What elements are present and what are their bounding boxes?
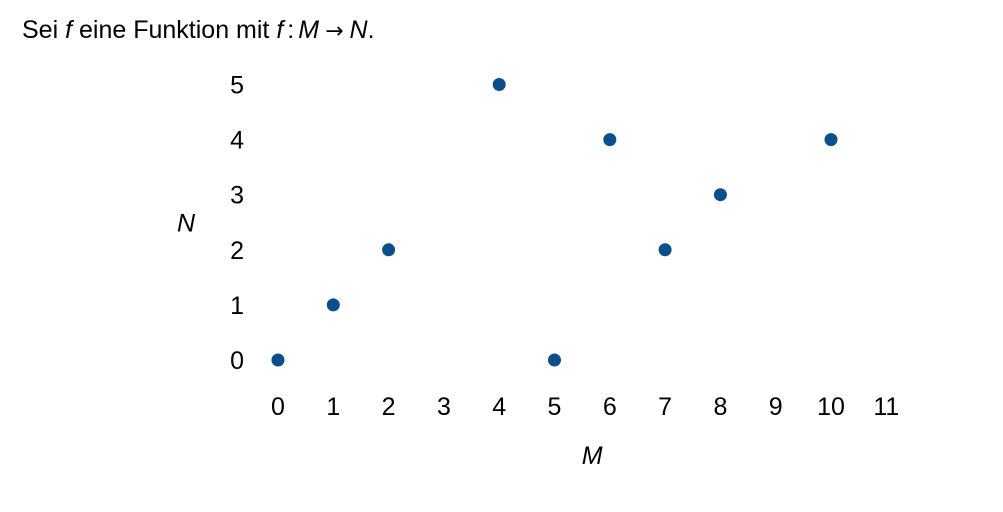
- x-tick-label: 6: [603, 393, 617, 421]
- x-tick-label: 5: [548, 393, 562, 421]
- y-tick-label: 1: [230, 292, 244, 320]
- x-tick-label: 9: [769, 393, 783, 421]
- y-tick-label: 2: [230, 237, 244, 265]
- data-point: [382, 243, 396, 257]
- intro-prefix: Sei: [22, 16, 59, 44]
- arrow-symbol: →: [325, 19, 344, 44]
- y-tick-label: 0: [230, 347, 244, 375]
- x-tick-label: 0: [271, 393, 285, 421]
- data-point: [326, 298, 340, 312]
- x-tick-label: 11: [873, 393, 899, 421]
- intro-middle: eine Funktion mit: [79, 16, 270, 44]
- function-symbol: f: [65, 16, 73, 44]
- data-point: [658, 243, 672, 257]
- function-symbol-2: f: [276, 16, 284, 44]
- y-tick-label: 3: [230, 182, 244, 210]
- x-tick-label: 3: [437, 393, 451, 421]
- colon-symbol: :: [287, 16, 295, 44]
- x-tick-label: 8: [713, 393, 727, 421]
- x-tick-label: 2: [382, 393, 396, 421]
- data-point: [492, 78, 506, 91]
- y-axis-label: N: [177, 209, 196, 237]
- x-tick-labels: 0 1 2 3 4 5 6 7 8 9 10 11: [271, 393, 899, 421]
- x-tick-label: 7: [658, 393, 672, 421]
- x-tick-label: 4: [492, 393, 506, 421]
- y-tick-label: 4: [230, 127, 244, 155]
- codomain-symbol: N: [349, 16, 368, 44]
- y-tick-label: 5: [230, 72, 244, 100]
- intro-sentence: Sei f eine Funktion mit f: M → N.: [22, 14, 375, 48]
- data-point: [713, 188, 727, 202]
- y-tick-labels: 0 1 2 3 4 5: [230, 72, 244, 376]
- data-points: [271, 78, 838, 367]
- data-point: [603, 133, 617, 147]
- data-point: [548, 353, 561, 367]
- x-tick-label: 1: [326, 393, 340, 421]
- x-tick-label: 10: [817, 393, 845, 421]
- data-point: [271, 353, 285, 367]
- data-point: [824, 133, 838, 147]
- domain-symbol: M: [298, 16, 320, 44]
- x-axis-label: M: [582, 442, 603, 470]
- intro-period: .: [367, 16, 375, 44]
